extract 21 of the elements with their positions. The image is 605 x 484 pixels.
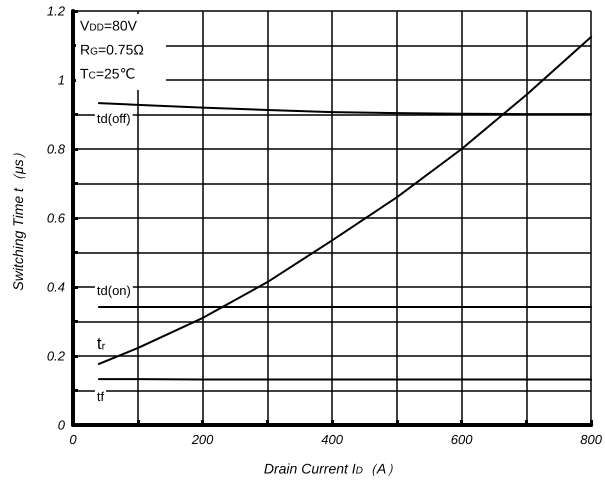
y-tick-label: 0.6 xyxy=(46,210,66,226)
x-axis-title: Drain Current ID（A） xyxy=(264,460,400,476)
y-axis-title: Switching Time t（μs） xyxy=(10,145,26,291)
x-tick-label: 400 xyxy=(321,432,344,447)
legend-label: tf xyxy=(96,389,105,404)
series-label: tr xyxy=(96,334,106,353)
x-tick-label: 600 xyxy=(450,432,474,447)
annotation: VDD=80V xyxy=(80,17,138,34)
legend-label: td(on) xyxy=(96,283,131,298)
annotation: RG=0.75Ω xyxy=(80,41,144,58)
legend-label: td(off) xyxy=(96,111,131,126)
x-tick-label: 0 xyxy=(69,432,78,447)
x-tick-label: 800 xyxy=(580,432,603,447)
y-tick-label: 1 xyxy=(58,72,65,88)
y-tick-label: 0.4 xyxy=(46,280,65,294)
y-tick-label: 0.2 xyxy=(46,348,66,364)
y-tick-label: 1.2 xyxy=(46,4,66,18)
annotation: TC=25℃ xyxy=(80,65,136,82)
x-tick-label: 200 xyxy=(190,432,214,447)
y-tick-label: 0.8 xyxy=(46,142,66,156)
y-tick-label: 0 xyxy=(58,418,66,432)
